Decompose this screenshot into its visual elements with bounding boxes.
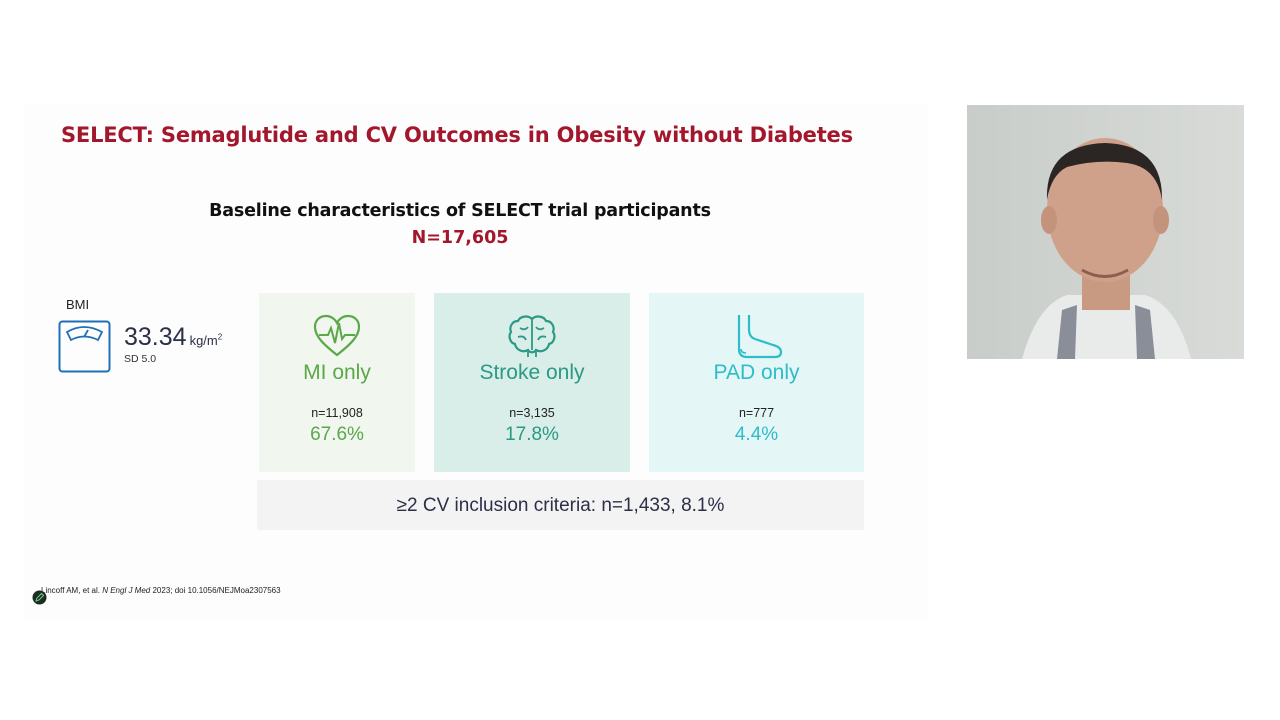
- presenter-avatar: [967, 105, 1244, 359]
- card-stroke-only: Stroke only n=3,135 17.8%: [434, 293, 630, 472]
- card-pad-label: PAD only: [713, 361, 800, 384]
- bmi-value: 33.34 kg/m2: [124, 323, 223, 351]
- card-mi-n: n=11,908: [311, 406, 363, 420]
- brain-icon: [508, 315, 556, 357]
- bmi-label: BMI: [66, 297, 90, 312]
- card-stroke-pct: 17.8%: [505, 424, 559, 445]
- bmi-sd: SD 5.0: [124, 353, 157, 365]
- bmi-unit: kg/m2: [189, 332, 223, 348]
- card-pad-only: PAD only n=777 4.4%: [649, 293, 864, 472]
- card-mi-pct: 67.6%: [310, 424, 364, 445]
- card-stroke-label: Stroke only: [479, 361, 585, 384]
- scale-icon: [58, 320, 111, 373]
- slide-title: SELECT: Semaglutide and CV Outcomes in O…: [61, 123, 853, 147]
- pen-icon[interactable]: [32, 590, 47, 605]
- citation-journal: N Engl J Med: [102, 586, 151, 595]
- card-stroke-n: n=3,135: [509, 406, 555, 420]
- citation: Lincoff AM, et al. N Engl J Med 2023; do…: [41, 586, 281, 595]
- slide: SELECT: Semaglutide and CV Outcomes in O…: [24, 104, 928, 620]
- total-participants: N=17,605: [411, 228, 509, 248]
- slide-subtitle: Baseline characteristics of SELECT trial…: [209, 201, 711, 221]
- card-mi-only: MI only n=11,908 67.6%: [259, 293, 415, 472]
- card-pad-n: n=777: [738, 406, 775, 420]
- card-pad-pct: 4.4%: [734, 424, 779, 445]
- presenter-video-feed: [967, 105, 1244, 359]
- cv-criteria-banner: ≥2 CV inclusion criteria: n=1,433, 8.1%: [257, 480, 864, 530]
- foot-icon: [737, 315, 782, 359]
- heart-ekg-icon: [313, 314, 361, 357]
- card-mi-label: MI only: [303, 361, 371, 384]
